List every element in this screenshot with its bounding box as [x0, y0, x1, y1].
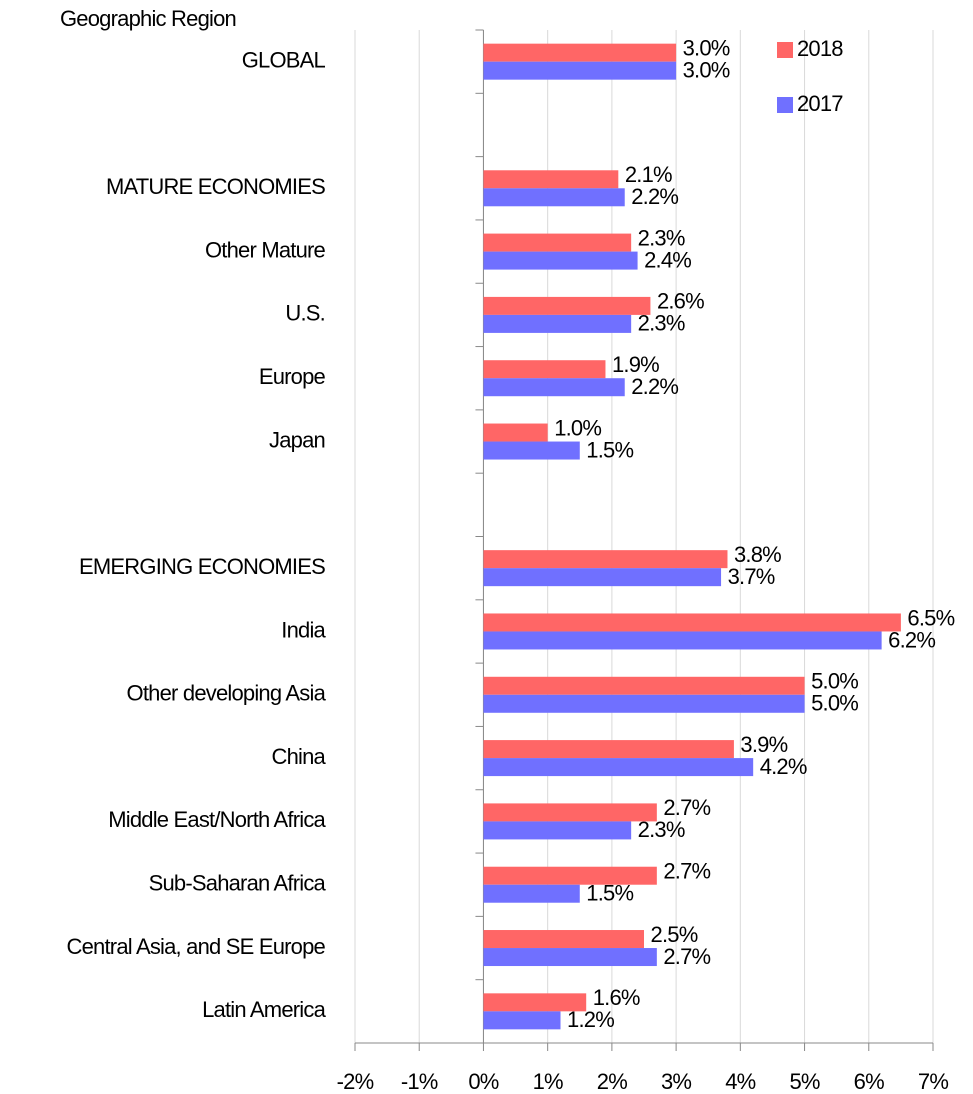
bar	[483, 866, 657, 885]
y-tick-label: China	[272, 744, 327, 769]
y-tick-label: Middle East/North Africa	[108, 807, 326, 832]
bar	[483, 441, 580, 460]
data-label: 2.5%	[651, 922, 698, 947]
x-tick-label: -2%	[337, 1069, 374, 1094]
y-tick-label: Sub-Saharan Africa	[149, 871, 327, 896]
data-label: 2.4%	[644, 247, 691, 272]
data-label: 2.3%	[638, 225, 685, 250]
legend-swatch	[777, 97, 793, 113]
x-tick-label: 4%	[725, 1069, 755, 1094]
bar	[483, 694, 805, 713]
bar	[483, 884, 580, 903]
bar	[483, 613, 901, 632]
bar	[483, 423, 548, 442]
y-tick-label: Latin America	[202, 997, 326, 1022]
data-label: 2.3%	[638, 311, 685, 336]
x-tick-label: 1%	[533, 1069, 563, 1094]
y-tick-label: MATURE ECONOMIES	[106, 174, 325, 199]
data-label: 1.0%	[554, 415, 601, 440]
bar	[483, 233, 632, 252]
y-axis-title: Geographic Region	[60, 6, 236, 31]
data-label: 6.2%	[888, 627, 935, 652]
bar	[483, 758, 754, 777]
data-label: 2.6%	[657, 289, 704, 314]
bar	[483, 314, 632, 333]
data-label: 5.0%	[811, 691, 858, 716]
bar	[483, 251, 638, 270]
bar	[483, 360, 606, 379]
bar	[483, 993, 587, 1012]
bar	[483, 740, 734, 759]
data-label: 2.1%	[625, 162, 672, 187]
bar	[483, 43, 677, 62]
data-label: 1.9%	[612, 352, 659, 377]
bar	[483, 170, 619, 189]
data-label: 2.7%	[663, 859, 710, 884]
data-label: 6.5%	[907, 605, 954, 630]
x-tick-label: 6%	[854, 1069, 884, 1094]
bar	[483, 188, 625, 207]
bar	[483, 61, 677, 80]
y-tick-label: EMERGING ECONOMIES	[79, 554, 325, 579]
data-label: 1.5%	[586, 881, 633, 906]
x-tick-label: 2%	[597, 1069, 627, 1094]
x-tick-label: 3%	[661, 1069, 691, 1094]
bar	[483, 948, 657, 967]
y-tick-label: Other developing Asia	[127, 681, 327, 706]
bar	[483, 930, 644, 949]
bar	[483, 568, 722, 587]
bar	[483, 296, 651, 315]
data-label: 1.5%	[586, 437, 633, 462]
bar	[483, 1011, 561, 1030]
data-label: 2.7%	[663, 795, 710, 820]
y-tick-label: GLOBAL	[242, 47, 326, 72]
data-label: 1.6%	[593, 985, 640, 1010]
y-tick-label: Other Mature	[205, 237, 326, 262]
y-tick-label: Europe	[259, 364, 326, 389]
x-tick-label: 5%	[789, 1069, 819, 1094]
data-label: 3.9%	[740, 732, 787, 757]
data-label: 3.7%	[728, 564, 775, 589]
data-label: 2.3%	[638, 817, 685, 842]
legend-swatch	[777, 42, 793, 58]
x-tick-label: 7%	[918, 1069, 948, 1094]
data-label: 3.0%	[683, 57, 730, 82]
legend-label: 2017	[797, 91, 843, 116]
data-label: 4.2%	[760, 754, 807, 779]
x-tick-label: -1%	[401, 1069, 438, 1094]
data-label: 1.2%	[567, 1007, 614, 1032]
bar	[483, 676, 805, 695]
data-label: 3.0%	[683, 35, 730, 60]
data-label: 2.7%	[663, 944, 710, 969]
data-label: 2.2%	[631, 374, 678, 399]
y-tick-label: Central Asia, and SE Europe	[67, 934, 326, 959]
x-tick-label: 0%	[468, 1069, 498, 1094]
data-label: 2.2%	[631, 184, 678, 209]
y-tick-label: U.S.	[285, 301, 325, 326]
bar	[483, 550, 728, 569]
bar	[483, 821, 632, 840]
data-label: 3.8%	[734, 542, 781, 567]
bar	[483, 631, 882, 650]
y-tick-label: Japan	[269, 427, 325, 452]
bar	[483, 803, 657, 822]
legend-label: 2018	[797, 36, 843, 61]
data-label: 5.0%	[811, 669, 858, 694]
y-tick-label: India	[281, 617, 326, 642]
bar	[483, 378, 625, 397]
